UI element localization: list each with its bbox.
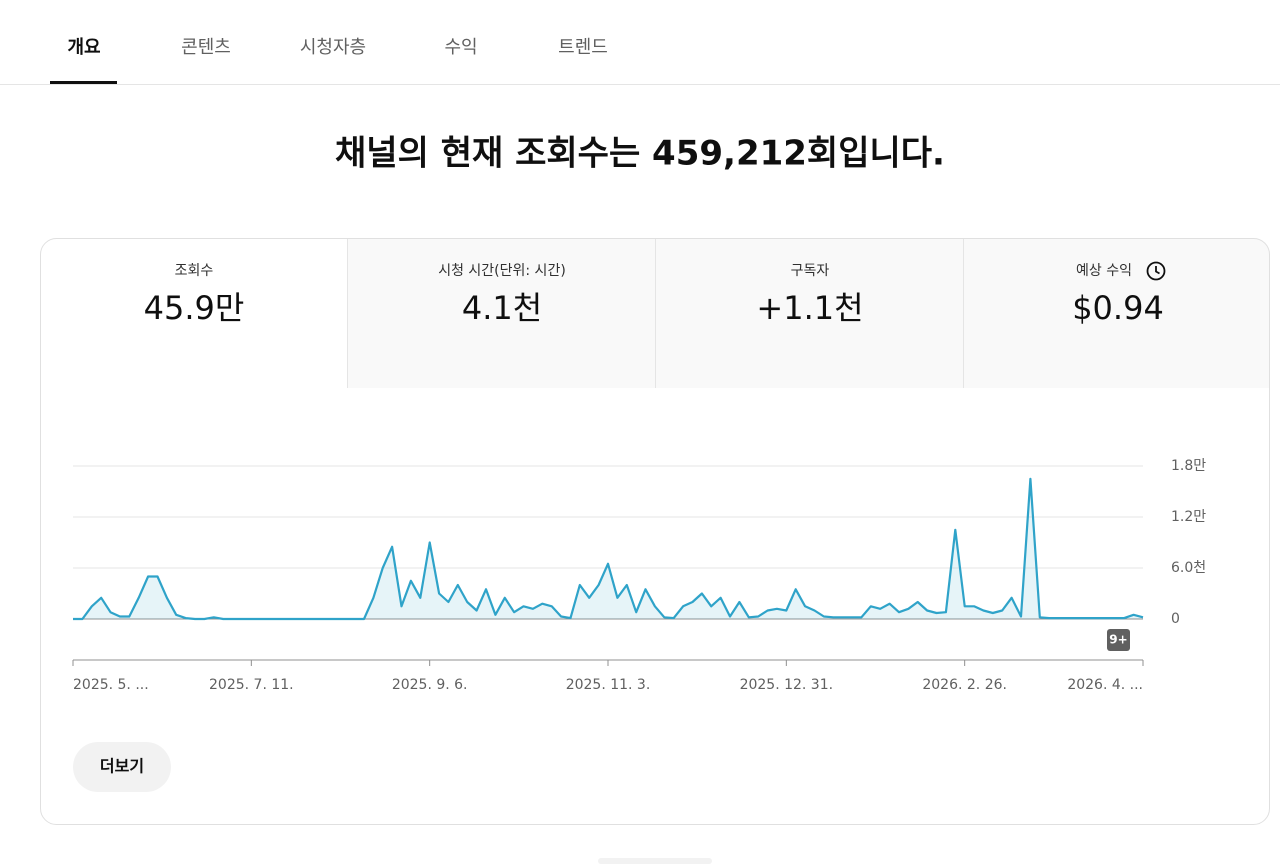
annotation-badge[interactable] xyxy=(1107,629,1130,651)
scroll-indicator xyxy=(598,858,712,864)
metric-tab-bg xyxy=(347,238,1270,388)
metric-label[interactable]: 구독자 xyxy=(791,263,830,279)
nav-tab[interactable]: 수익 xyxy=(444,37,477,58)
y-tick-label: 1.2만 xyxy=(1171,509,1206,525)
x-tick-label: 2025. 7. 11. xyxy=(209,677,294,693)
line xyxy=(73,477,1144,621)
nav-tab[interactable]: 개요 xyxy=(67,37,100,58)
y-tick-label: 1.8만 xyxy=(1171,458,1206,474)
more-button-label[interactable]: 더보기 xyxy=(100,757,144,776)
metric-tabs xyxy=(347,238,1270,388)
y-tick-label: 0 xyxy=(1171,611,1180,627)
x-tick-label: 2026. 4. ... xyxy=(1067,677,1143,693)
metric-value[interactable]: +1.1천 xyxy=(756,289,863,327)
x-tick-label: 2025. 5. ... xyxy=(73,677,149,693)
metric-label[interactable]: 시청 시간(단위: 시간) xyxy=(438,263,566,279)
metric-value[interactable]: 45.9만 xyxy=(144,289,245,327)
headline: 채널의 현재 조회수는 459,212회입니다. xyxy=(335,134,945,174)
more-button[interactable] xyxy=(73,742,171,792)
nav-tab[interactable]: 콘텐츠 xyxy=(181,37,231,58)
active-tab-underline xyxy=(50,81,117,84)
nav-tab[interactable]: 시청자층 xyxy=(300,37,366,58)
x-tick-label: 2026. 2. 26. xyxy=(922,677,1007,693)
x-tick-label: 2025. 12. 31. xyxy=(740,677,834,693)
x-tick-label: 2025. 9. 6. xyxy=(392,677,468,693)
annotation-label: 9+ xyxy=(1109,633,1127,647)
area xyxy=(73,478,1143,619)
x-tick-label: 2025. 11. 3. xyxy=(566,677,651,693)
metric-value[interactable]: 4.1천 xyxy=(462,289,542,327)
metric-value[interactable]: $0.94 xyxy=(1072,289,1164,327)
y-tick-label: 6.0천 xyxy=(1171,560,1206,576)
metric-label[interactable]: 조회수 xyxy=(175,263,214,279)
metric-label[interactable]: 예상 수익 xyxy=(1076,263,1132,279)
clock-icon xyxy=(1146,261,1166,281)
nav-tab[interactable]: 트렌드 xyxy=(558,37,608,58)
card xyxy=(40,238,1270,825)
